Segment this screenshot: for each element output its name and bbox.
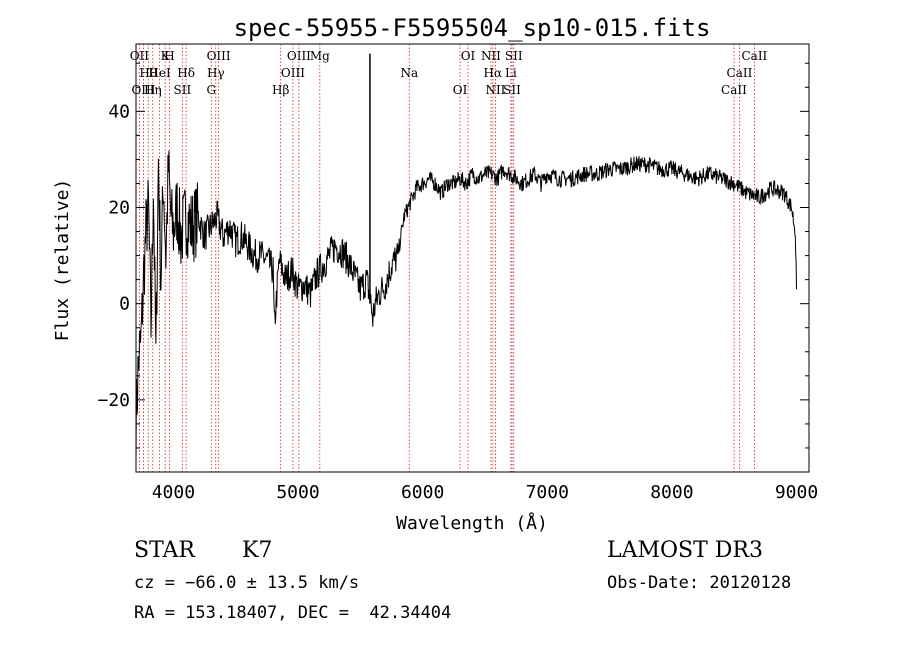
coordinates: RA = 153.18407, DEC = 42.34404 — [134, 603, 452, 623]
x-tick-label: 6000 — [401, 482, 444, 503]
line-labels: OII Hθ OIII K HeI Hη HHδ SII OIII Hγ G OIII OIII Hβ Mg… — [130, 49, 768, 97]
line-label: Hα — [484, 66, 503, 80]
line-label: HeI — [148, 66, 171, 80]
line-label: Li — [505, 66, 517, 80]
x-axis: 4000 5000 6000 7000 8000 9000 — [152, 482, 819, 503]
line-label: Hη — [144, 83, 162, 97]
y-tick-label: 40 — [108, 101, 130, 122]
line-label: H — [164, 49, 174, 63]
line-label: Hδ — [177, 66, 195, 80]
line-label: SII — [503, 83, 521, 97]
line-label: SII — [505, 49, 523, 63]
y-axis-label: Flux (relative) — [52, 179, 73, 342]
line-label: OI — [453, 83, 468, 97]
plot-frame — [135, 43, 810, 473]
y-tick-label: −20 — [97, 390, 130, 411]
chart-title: spec-55955-F5595504_sp10-015.fits — [234, 14, 711, 42]
line-label: Hθ — [139, 66, 157, 80]
line-label: NII — [485, 83, 505, 97]
line-label: OI — [461, 49, 476, 63]
line-label: Hγ — [207, 66, 225, 80]
line-label: SII — [174, 83, 192, 97]
line-label: CaII — [721, 83, 747, 97]
line-label: Hβ — [272, 83, 289, 97]
line-label: OIII — [207, 49, 231, 63]
x-tick-label: 8000 — [650, 482, 693, 503]
line-label: OIII — [131, 83, 155, 97]
x-axis-label: Wavelength (Å) — [396, 512, 548, 534]
line-label: CaII — [741, 49, 767, 63]
observation-date: Obs-Date: 20120128 — [607, 573, 792, 593]
redshift-info: cz = −66.0 ± 13.5 km/s — [134, 573, 360, 593]
y-tick-label: 0 — [119, 294, 130, 315]
line-label: G — [206, 83, 216, 97]
y-axis: −20 0 20 40 — [97, 62, 809, 449]
spectrum-series — [135, 150, 797, 463]
x-tick-label: 7000 — [526, 482, 569, 503]
y-tick-label: 20 — [108, 198, 130, 219]
line-label: Mg — [310, 49, 330, 63]
line-label: OIII — [287, 49, 311, 63]
line-markers — [138, 44, 755, 472]
x-tick-label: 5000 — [276, 482, 319, 503]
subclass: K7 — [242, 538, 273, 563]
survey-name: LAMOST DR3 — [607, 538, 763, 563]
object-type: STAR — [134, 538, 195, 563]
line-label: K — [161, 49, 171, 63]
line-label: Na — [400, 66, 418, 80]
line-label: NII — [481, 49, 501, 63]
line-label: CaII — [727, 66, 753, 80]
x-tick-label: 4000 — [152, 482, 195, 503]
line-label: OIII — [281, 66, 305, 80]
line-label: OII — [130, 49, 150, 63]
x-tick-label: 9000 — [775, 482, 818, 503]
